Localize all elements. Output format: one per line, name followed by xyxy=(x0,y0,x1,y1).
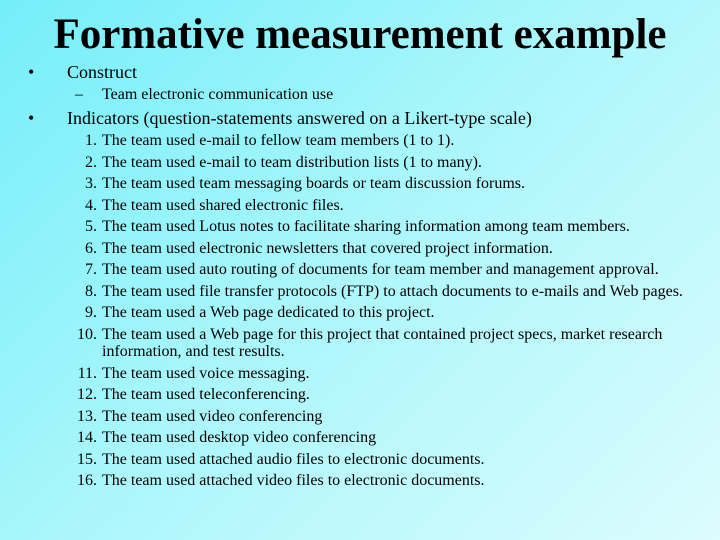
list-item: 9. The team used a Web page dedicated to … xyxy=(60,304,700,322)
item-text: The team used team messaging boards or t… xyxy=(102,175,526,192)
slide-title: Formative measurement example xyxy=(53,11,667,58)
sub-bullet-symbol: – xyxy=(75,86,83,103)
sub-bullet-text: Team electronic communication use xyxy=(102,86,334,103)
list-item: 10. The team used a Web page for this pro… xyxy=(60,326,700,361)
item-number: 4. xyxy=(85,196,97,214)
item-text: The team used electronic newsletters tha… xyxy=(102,239,553,257)
list-item: 11. The team used voice messaging. xyxy=(60,365,700,383)
item-number: 16. xyxy=(77,472,97,489)
indicator-list: 1. The team used e-mail to fellow team me… xyxy=(60,132,700,494)
item-number: 5. xyxy=(85,218,97,235)
item-text: The team used video conferencing xyxy=(102,407,323,425)
list-item: 8. The team used file transfer protocols … xyxy=(60,283,700,301)
item-text: The team used auto routing of documents … xyxy=(102,261,659,278)
item-text: The team used e-mail to fellow team memb… xyxy=(102,132,455,149)
bullet-text: Construct xyxy=(67,62,137,82)
item-text: The team used a Web page dedicated to th… xyxy=(102,304,435,321)
item-text: The team used voice messaging. xyxy=(102,364,310,382)
item-number: 8. xyxy=(85,282,97,300)
item-text: The team used shared electronic files. xyxy=(102,196,344,214)
item-text: The team used e-mail to team distributio… xyxy=(102,153,482,171)
item-text: The team used file transfer protocols (F… xyxy=(102,282,683,300)
list-item: 4. The team used shared electronic files. xyxy=(60,197,700,215)
item-text: The team used Lotus notes to facilitate … xyxy=(102,218,630,235)
item-text: The team used teleconferencing. xyxy=(102,386,310,403)
item-number: 12. xyxy=(77,386,97,403)
list-item: 1. The team used e-mail to fellow team me… xyxy=(60,132,700,150)
item-number: 2. xyxy=(85,153,97,171)
item-number: 1. xyxy=(85,132,97,149)
list-item: 6. The team used electronic newsletters t… xyxy=(60,240,700,258)
item-number: 3. xyxy=(85,175,97,192)
item-text: The team used attached video files to el… xyxy=(102,472,485,489)
item-number: 11. xyxy=(77,364,97,382)
item-text: The team used a Web page for this projec… xyxy=(102,325,663,361)
bullet-symbol: • xyxy=(28,108,35,128)
item-number: 15. xyxy=(77,450,97,468)
item-number: 9. xyxy=(85,304,97,321)
item-number: 14. xyxy=(77,429,97,446)
list-item: 15. The team used attached audio files to… xyxy=(60,451,700,469)
list-item: 14. The team used desktop video conferenc… xyxy=(60,429,700,447)
item-text: The team used desktop video conferencing xyxy=(102,429,377,446)
list-item: 2. The team used e-mail to team distribut… xyxy=(60,154,700,172)
list-item: 5. The team used Lotus notes to facilitat… xyxy=(60,218,700,236)
list-item: 16. The team used attached video files to… xyxy=(60,472,700,490)
item-number: 6. xyxy=(85,239,97,257)
list-item: 13. The team used video conferencing xyxy=(60,408,700,426)
list-item: 7. The team used auto routing of document… xyxy=(60,261,700,279)
item-number: 13. xyxy=(77,407,97,425)
list-item: 3. The team used team messaging boards or… xyxy=(60,175,700,193)
bullet-symbol: • xyxy=(28,62,35,82)
item-number: 10. xyxy=(77,325,97,343)
item-number: 7. xyxy=(85,261,97,278)
item-text: The team used attached audio files to el… xyxy=(102,450,485,468)
list-item: 12. The team used teleconferencing. xyxy=(60,386,700,404)
bullet-text: Indicators (question-statements answered… xyxy=(67,108,532,128)
